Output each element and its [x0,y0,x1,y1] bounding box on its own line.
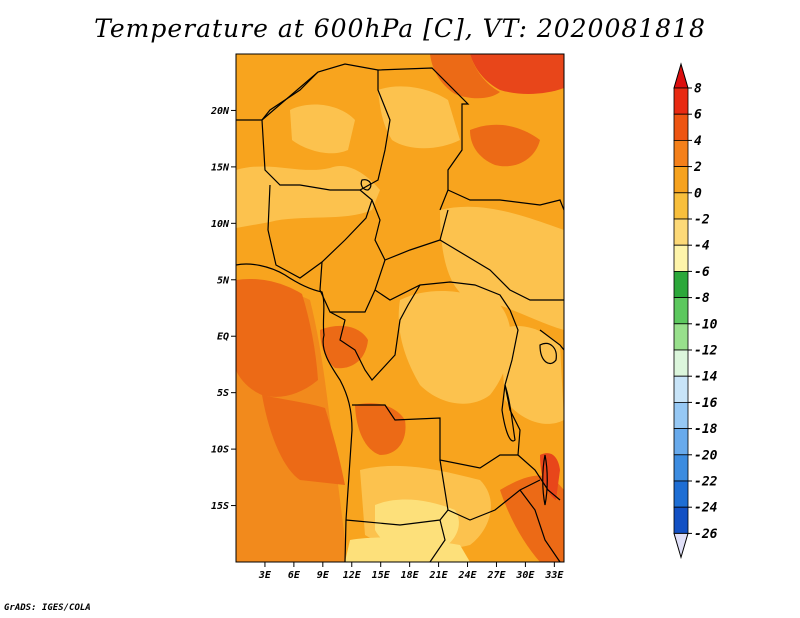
shade-pale-north2 [290,104,355,154]
border-north-africa [236,63,470,211]
colorbar-label: 0 [694,186,702,201]
colorbar-label: -14 [694,370,718,385]
colorbar: 8 6 4 2 0 -2 -4 -6 -8 -10 -12 -14 -16 -18 -20 -22 -24 -26 [673,62,718,560]
shade-pale-lakes [500,325,564,424]
lat-tick-label: 10N [211,219,230,230]
shade-pale-east [378,86,460,149]
colorbar-label: 6 [694,108,702,123]
temperature-shading [236,54,564,562]
colorbar-segment [673,166,689,194]
colorbar-label: -10 [694,317,718,332]
colorbar-top-arrow [673,62,689,89]
lon-tick-label: 18E [401,570,420,581]
lat-tick-label: 20N [210,106,230,117]
lon-tick-label: 3E [258,570,272,581]
lon-tick-label: 27E [486,570,506,581]
colorbar-segment [673,218,689,246]
border-botswana [429,519,446,562]
colorbar-label: -6 [694,265,710,280]
colorbar-segment [673,349,689,377]
shade-cool-southwest [345,537,470,562]
colorbar-label: 4 [694,134,702,149]
border-car-drc [374,281,511,311]
lon-tick-label: 9E [317,570,330,581]
border-congo [329,284,421,381]
colorbar-segment [673,375,689,403]
lake-victoria [539,342,557,365]
colorbar-label: -4 [694,239,710,254]
colorbar-label: -16 [694,396,718,411]
colorbar-label: -24 [694,501,718,516]
colorbar-label: -8 [694,291,710,306]
shade-hottest-mozambique [540,453,560,500]
shade-hot-atlantic [236,278,318,397]
country-borders [236,63,564,562]
colorbar-segment [673,192,689,220]
map-title: Temperature at 600hPa [C], VT: 202008181… [94,14,706,43]
lat-tick-label: EQ [217,332,229,343]
lon-tick-label: 33E [544,570,564,581]
colorbar-label: -2 [694,213,710,228]
lat-tick-label: 15N [211,162,230,173]
colorbar-label: -12 [694,344,718,359]
longitude-axis: 3E 6E 9E 12E 15E 18E 21E 24E 27E 30E 33E [258,562,564,581]
colorbar-segment [673,244,689,272]
border-south-sudan [439,239,564,301]
shade-hot-angola [262,395,345,485]
colorbar-label: 2 [693,160,702,175]
lon-tick-label: 24E [457,570,477,581]
border-namibia [345,509,449,526]
lat-tick-label: 10S [211,445,229,456]
border-niger-chad [261,70,391,191]
border-cameroon [319,259,386,313]
colorbar-segment [673,480,689,508]
colorbar-label: -20 [694,448,718,463]
colorbar-label: -26 [694,527,718,542]
map-frame [235,53,565,563]
border-mozambique [519,489,561,562]
colorbar-segment [673,428,689,456]
coastline-west [236,263,353,562]
border-tanzania [517,329,564,501]
lat-tick-label: 15S [211,501,229,512]
lake-tanganyika [501,384,516,442]
shade-hottest-northeast [470,54,564,94]
lon-tick-label: 15E [372,570,391,581]
lake-malawi [542,454,548,506]
latitude-axis: 20N 15N 10N 5N EQ 5S 10S 15S [210,106,236,512]
colorbar-segment [673,113,689,141]
border-zambia [439,459,541,521]
colorbar-segment [673,401,689,429]
colorbar-label: -22 [694,475,718,490]
border-sudan [447,189,564,211]
shade-hot-gabon [320,325,368,369]
shade-pale-north [236,166,380,228]
lon-tick-label: 30E [515,570,535,581]
colorbar-segment [673,87,689,115]
colorbar-segment [673,270,689,298]
lat-tick-label: 5N [217,275,230,286]
colorbar-label: -18 [694,422,718,437]
colorbar-bottom-arrow [673,532,689,560]
border-angola [352,404,518,469]
shade-hot-mozambique [500,475,564,562]
lon-tick-label: 6E [288,570,301,581]
colorbar-segment [673,297,689,325]
colorbar-segment [673,454,689,482]
shade-pale-congo [398,290,511,404]
grads-credit: GrADS: IGES/COLA [4,603,91,613]
colorbar-segment [673,323,689,351]
shade-hot-northeast [430,54,500,99]
colorbar-segment [673,506,689,534]
colorbar-label: 8 [694,82,702,97]
lon-tick-label: 21E [429,570,449,581]
lon-tick-label: 12E [343,570,362,581]
shade-hot-east [470,124,540,167]
colorbar-segment [673,139,689,167]
lat-tick-label: 5S [217,388,229,399]
lake-chad [360,179,372,191]
